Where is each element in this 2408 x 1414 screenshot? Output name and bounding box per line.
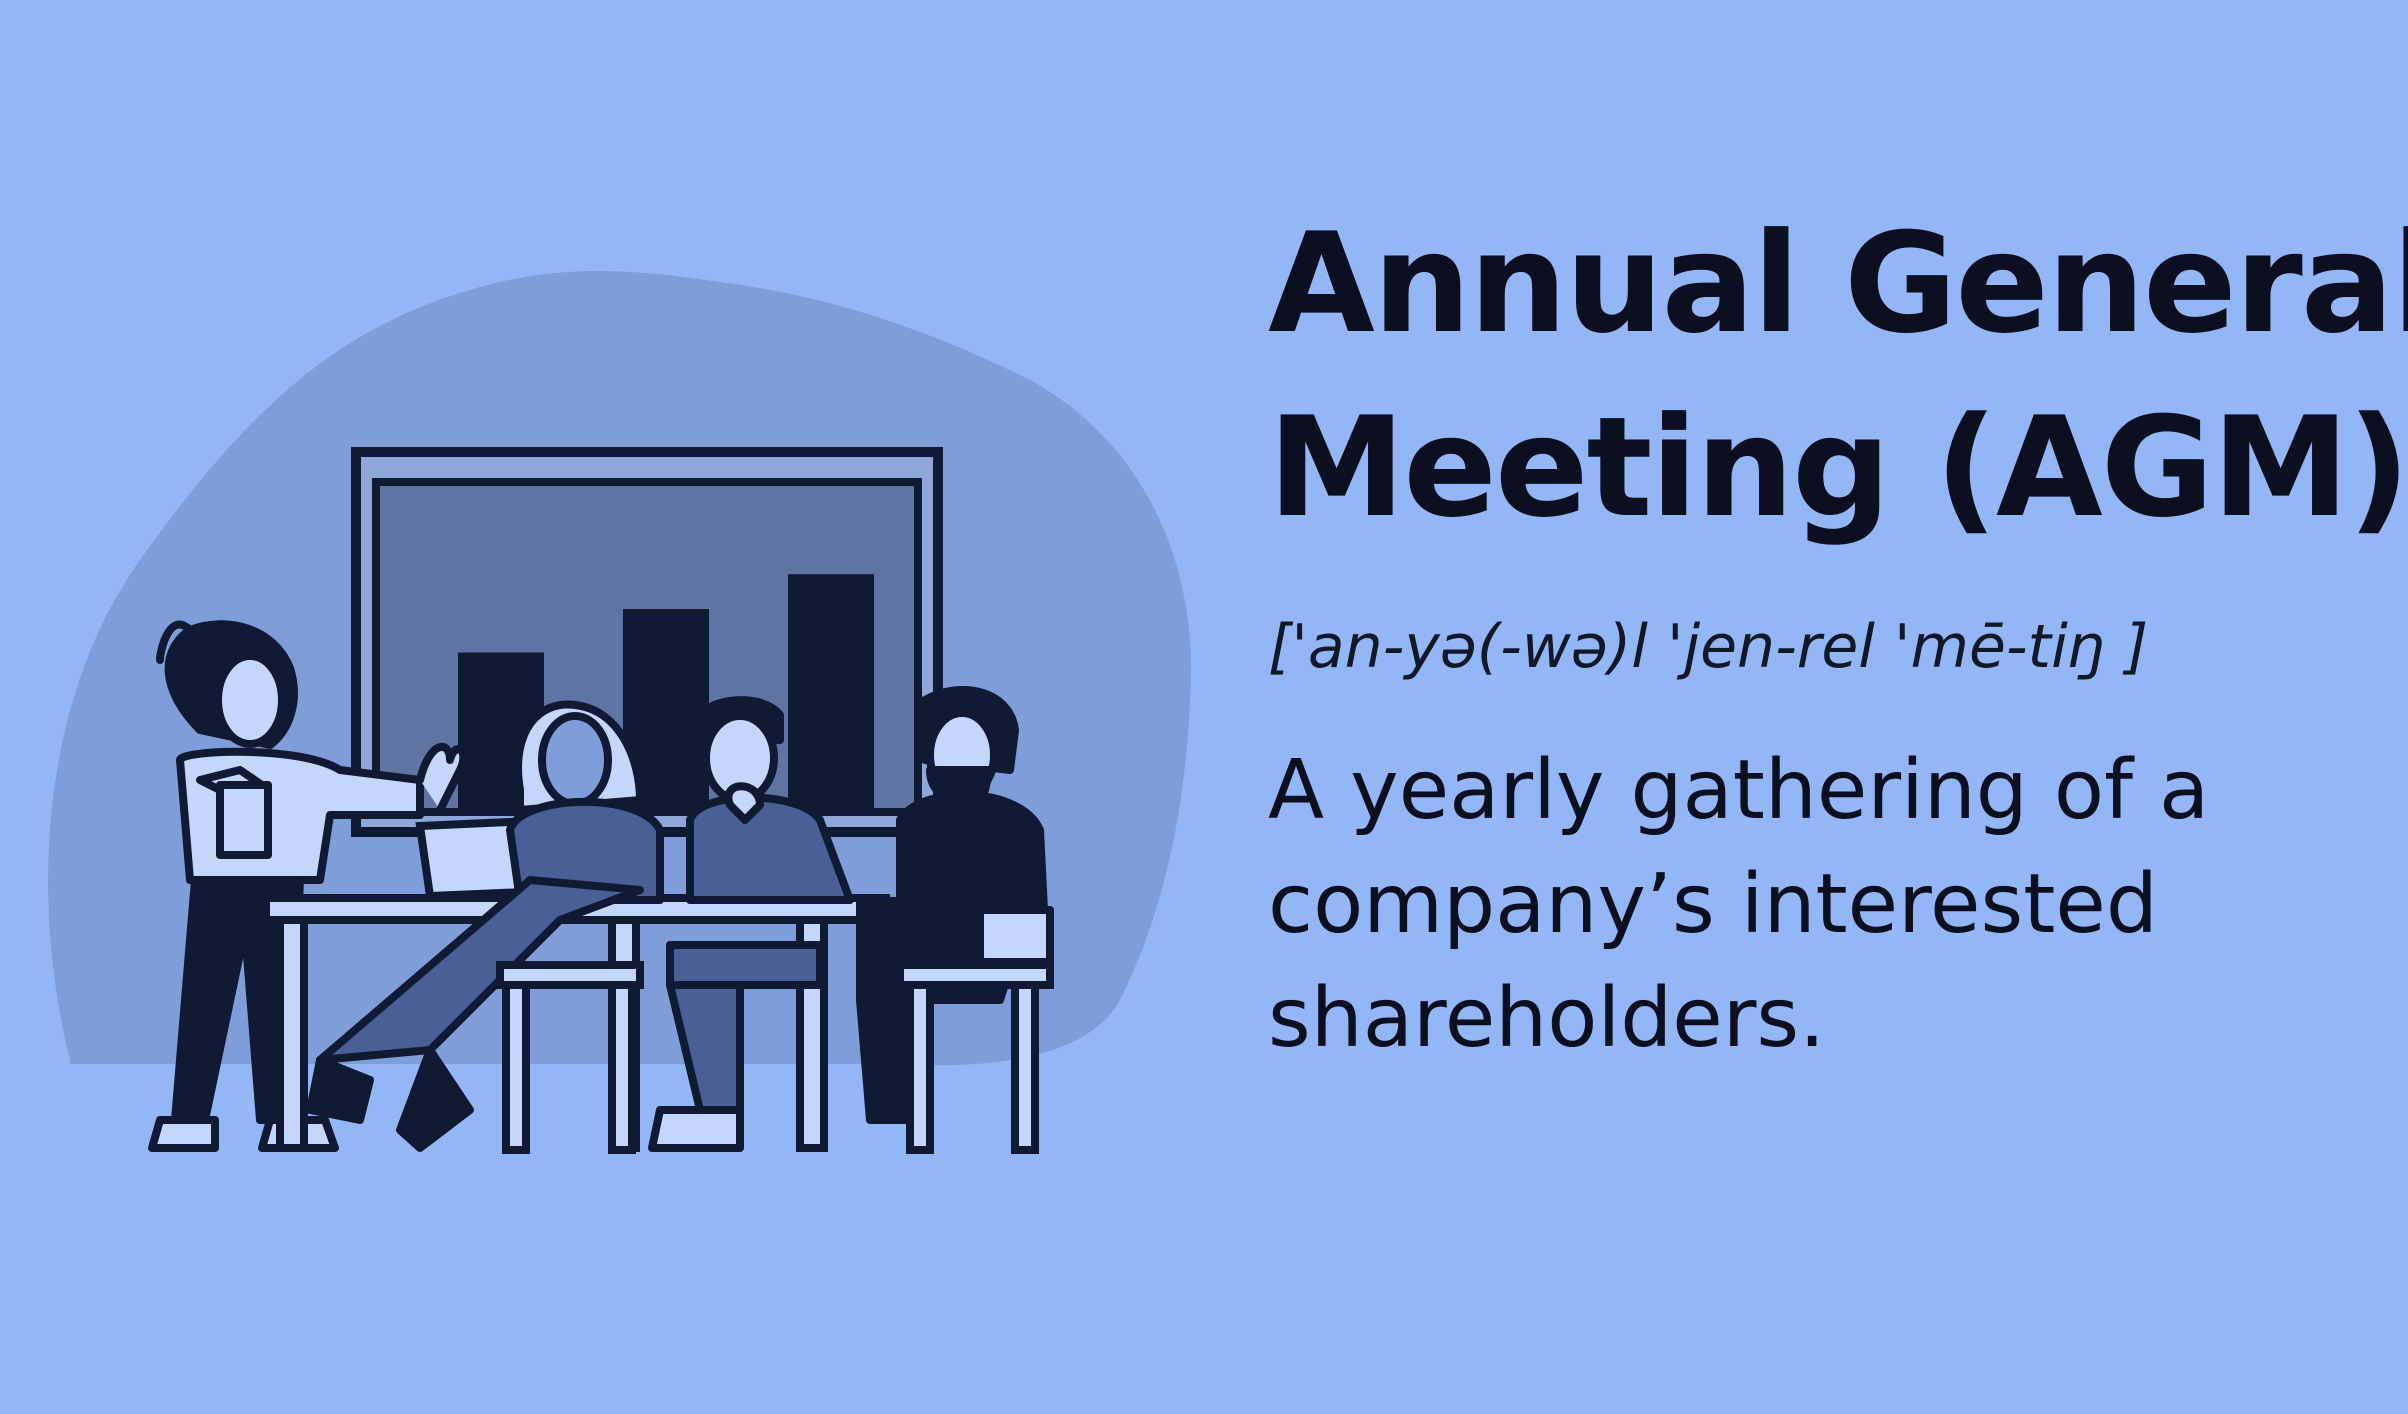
meeting-illustration: [48, 271, 1192, 1154]
term-title-line-1: Annual General: [1268, 203, 2408, 364]
presenter-figure: [148, 620, 468, 1152]
term-title-line-2: Meeting (AGM): [1268, 387, 2408, 548]
presentation-screen: [351, 447, 943, 837]
screen-bar: [788, 574, 874, 812]
definition-card: Annual General Meeting (AGM) ['an-yə(-wə…: [1268, 192, 2408, 1076]
chairs: [496, 961, 1054, 1154]
seated-woman-figure: [306, 700, 664, 1152]
definition-text: A yearly gathering of a company’s intere…: [1268, 743, 2210, 1066]
thinking-man-figure: [648, 696, 854, 1152]
term-title: Annual General Meeting (AGM): [1268, 192, 2408, 560]
pronunciation: ['an-yə(-wə)l 'jen-rel 'mē-tiŋ ]: [1268, 612, 2149, 682]
